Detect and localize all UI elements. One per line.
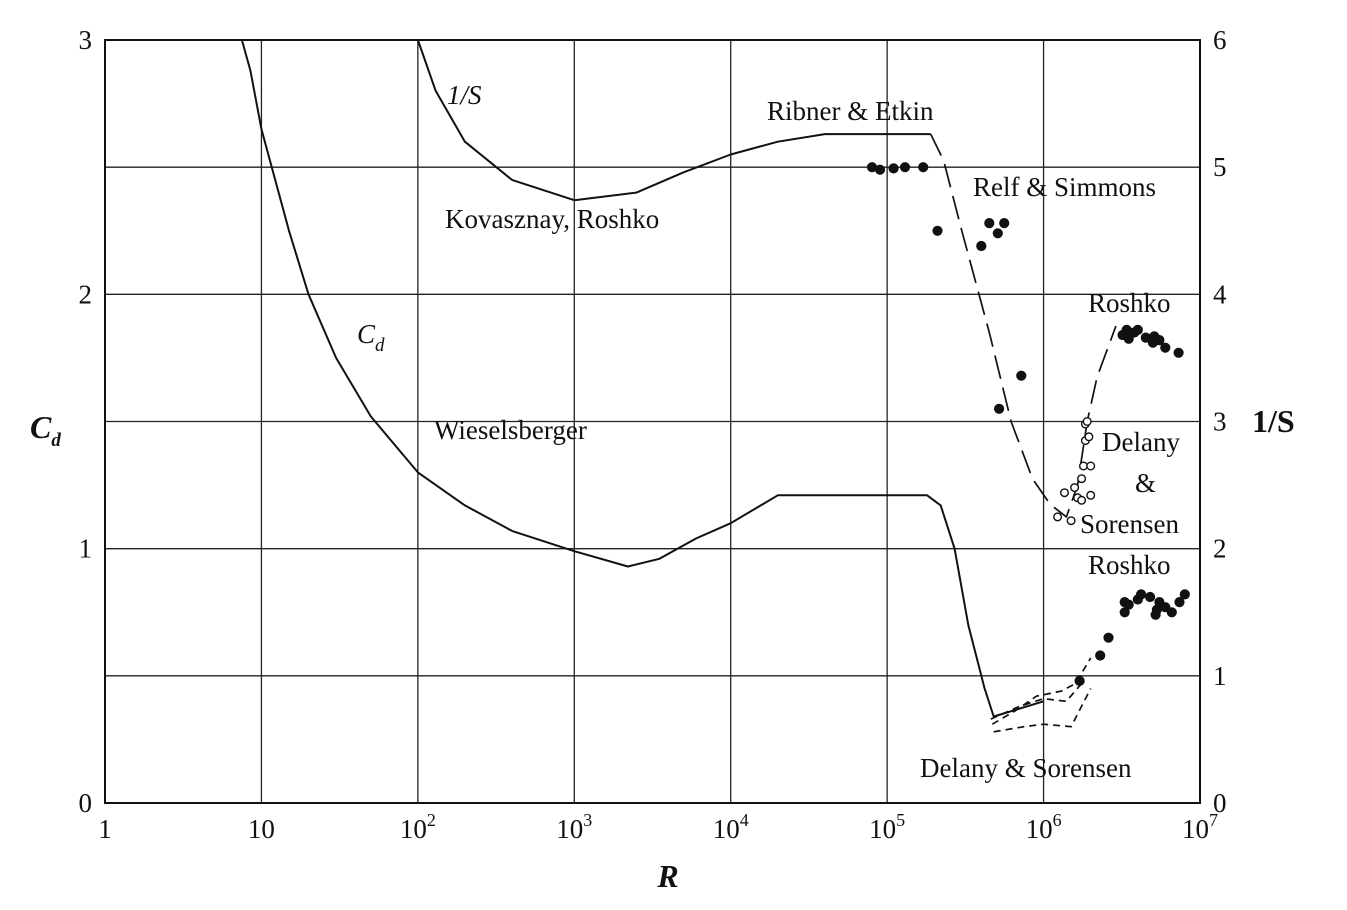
data-point-cd-0-7	[1136, 589, 1147, 600]
y-right-tick-label-0: 0	[1213, 788, 1227, 818]
data-point-inv-s-0-3	[899, 162, 911, 173]
x-tick-label-4: 104	[713, 810, 749, 844]
data-point-inv-s-1-12	[1086, 461, 1096, 471]
data-point-inv-s-1-3	[1070, 483, 1080, 493]
annotation-ampersand: &	[1135, 468, 1156, 498]
annotations: 1/S Ribner & Etkin Relf & Simmons Kovasz…	[357, 80, 1180, 783]
data-point-cd-0-14	[1174, 597, 1185, 608]
annotation-roshko-upper: Roshko	[1088, 288, 1171, 318]
data-point-cd-0-15	[1179, 589, 1190, 600]
series-line-5	[929, 133, 1117, 518]
y-axis-label-right: 1/S	[1252, 403, 1295, 439]
y-right-tick-label-5: 5	[1213, 152, 1227, 182]
data-point-inv-s-0-7	[984, 218, 995, 229]
data-point-cd-0-0	[1074, 675, 1085, 687]
grid-lines	[104, 39, 1201, 804]
data-point-inv-s-1-11	[1084, 432, 1094, 442]
data-point-inv-s-0-1	[874, 164, 886, 175]
y-right-tick-label-2: 2	[1213, 534, 1227, 564]
data-point-inv-s-0-8	[992, 228, 1003, 239]
y-right-tick-label-1: 1	[1213, 661, 1227, 691]
data-point-cd-0-5	[1119, 597, 1130, 608]
series-line-1	[991, 657, 1092, 725]
data-point-inv-s-2-9	[1160, 342, 1171, 353]
data-point-inv-s-1-7	[1078, 461, 1088, 471]
y-right-tick-label-4: 4	[1213, 279, 1227, 309]
annotation-wieselsberger: Wieselsberger	[434, 415, 587, 445]
data-point-inv-s-1-2	[1066, 516, 1076, 526]
y-left-tick-label-2: 2	[79, 279, 93, 309]
annotation-ribner-etkin: Ribner & Etkin	[767, 96, 934, 126]
x-tick-label-1: 10	[248, 814, 275, 844]
y-axis-label-left: Cd	[30, 409, 61, 451]
x-tick-label-2: 102	[400, 810, 436, 844]
annotation-sorensen: Sorensen	[1080, 509, 1179, 539]
y-right-tick-label-6: 6	[1213, 25, 1227, 55]
data-point-inv-s-1-13	[1086, 490, 1096, 500]
y-left-tick-label-0: 0	[79, 788, 93, 818]
plot-frame	[104, 39, 1201, 804]
data-point-cd-0-13	[1166, 607, 1177, 618]
data-point-inv-s-1-5	[1077, 474, 1087, 484]
data-point-inv-s-2-2	[1123, 333, 1134, 344]
data-points	[866, 162, 1190, 687]
annotation-kovasznay-roshko: Kovasznay, Roshko	[445, 204, 659, 234]
data-point-inv-s-0-6	[976, 240, 987, 252]
y-right-tick-label-3: 3	[1213, 407, 1227, 437]
series-line-0	[240, 39, 1044, 718]
annotation-roshko-lower: Roshko	[1088, 550, 1171, 580]
x-tick-label-7: 107	[1182, 810, 1218, 844]
series-line-4	[416, 39, 931, 202]
series-line-2	[993, 688, 1092, 733]
series-line-3	[990, 682, 1083, 720]
annotation-delany: Delany	[1102, 427, 1180, 457]
x-axis-label: R	[656, 858, 678, 894]
x-tick-label-6: 106	[1026, 810, 1062, 844]
annotation-cd: Cd	[357, 319, 385, 356]
data-point-inv-s-1-1	[1059, 488, 1069, 498]
data-point-inv-s-1-6	[1077, 495, 1087, 505]
data-point-inv-s-2-8	[1154, 335, 1165, 346]
data-point-inv-s-0-2	[888, 163, 899, 174]
data-point-inv-s-2-4	[1132, 324, 1143, 335]
x-tick-label-0: 1	[98, 814, 112, 844]
data-point-cd-0-1	[1095, 650, 1106, 661]
data-point-inv-s-1-0	[1053, 512, 1063, 522]
annotation-relf-simmons: Relf & Simmons	[973, 172, 1156, 202]
data-point-inv-s-0-9	[999, 218, 1010, 229]
series-lines	[240, 39, 1117, 733]
x-tick-label-3: 103	[556, 810, 592, 844]
data-point-inv-s-0-4	[918, 162, 929, 173]
data-point-inv-s-2-10	[1173, 347, 1184, 358]
x-tick-label-5: 105	[869, 810, 905, 844]
data-point-cd-0-2	[1103, 632, 1114, 643]
data-point-inv-s-0-10	[994, 403, 1005, 414]
data-point-inv-s-0-11	[1016, 370, 1027, 381]
annotation-inverse-s: 1/S	[447, 80, 482, 110]
data-point-cd-0-8	[1145, 591, 1156, 603]
y-left-tick-label-3: 3	[79, 25, 93, 55]
data-point-inv-s-1-10	[1082, 417, 1092, 427]
data-point-inv-s-0-5	[932, 225, 943, 236]
y-left-tick-label-1: 1	[79, 534, 93, 564]
annotation-delany-sorensen: Delany & Sorensen	[920, 753, 1132, 783]
